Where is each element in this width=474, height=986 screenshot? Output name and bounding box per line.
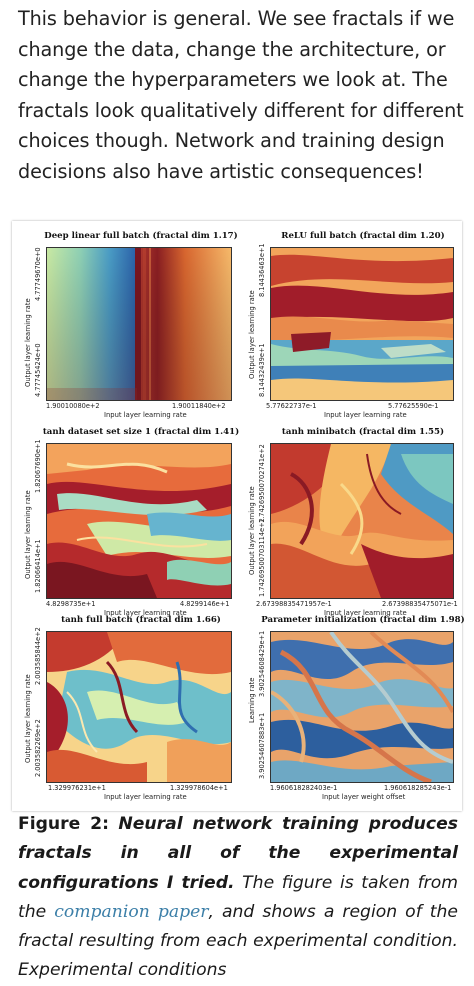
fractal-image xyxy=(270,443,454,599)
fractal-image xyxy=(46,443,232,599)
fractal-image xyxy=(270,631,454,783)
companion-paper-link[interactable]: companion paper xyxy=(54,901,209,922)
y-tick-bottom: 3.90254607883e+1 xyxy=(258,712,266,779)
figure-caption: Figure 2: Neural network training produc… xyxy=(18,810,458,986)
x-tick-left: 1.960618282403e-1 xyxy=(270,784,338,792)
y-axis-label: Output layer learning rate xyxy=(24,490,32,579)
x-axis-label: Input layer learning rate xyxy=(324,411,407,419)
figure-2: Deep linear full batch (fractal dim 1.17… xyxy=(12,221,465,811)
x-tick-left: 5.77622737e-1 xyxy=(266,402,317,410)
x-axis-label: Input layer learning rate xyxy=(104,609,187,617)
x-axis-label: Input layer weight offset xyxy=(322,793,406,801)
y-tick-bottom: 2.003582269e+2 xyxy=(34,719,42,777)
x-axis-label: Input layer learning rate xyxy=(104,793,187,801)
y-axis-label: Learning rate xyxy=(248,677,256,723)
y-tick-top: 1.82067690e+1 xyxy=(34,439,42,493)
y-axis-label: Output layer learning rate xyxy=(248,290,256,379)
x-tick-left: 2.67398835471957e-1 xyxy=(256,600,332,608)
y-axis-label: Output layer learning rate xyxy=(248,486,256,575)
y-tick-top: 2.003585844e+2 xyxy=(34,627,42,685)
x-tick-right: 1.90011840e+2 xyxy=(172,402,226,410)
x-tick-right: 1.329978604e+1 xyxy=(170,784,228,792)
y-tick-top: 3.90254608429e+1 xyxy=(258,630,266,697)
panel-title: tanh dataset set size 1 (fractal dim 1.4… xyxy=(42,427,240,437)
fractal-image xyxy=(46,247,232,401)
panel-title: tanh full batch (fractal dim 1.66) xyxy=(61,615,221,625)
panel-deep-linear: Deep linear full batch (fractal dim 1.17… xyxy=(22,229,238,425)
x-axis-label: Input layer learning rate xyxy=(104,411,187,419)
y-tick-top: 4.77749670e+0 xyxy=(34,247,42,301)
x-axis-label: Input layer learning rate xyxy=(324,609,407,617)
intro-paragraph: This behavior is general. We see fractal… xyxy=(18,7,464,183)
x-tick-left: 1.90010080e+2 xyxy=(46,402,100,410)
y-axis-label: Output layer learning rate xyxy=(24,674,32,763)
x-tick-left: 4.8298735e+1 xyxy=(46,600,96,608)
panel-parameter-initialization: Parameter initialization (fractal dim 1.… xyxy=(244,613,465,809)
panel-title: Deep linear full batch (fractal dim 1.17… xyxy=(44,231,238,241)
y-tick-bottom: 8.14432439e+1 xyxy=(258,343,266,397)
x-tick-right: 2.67398835475071e-1 xyxy=(382,600,458,608)
caption-bold-italic: Neural network training produces fractal… xyxy=(18,814,458,893)
x-tick-right: 4.8299146e+1 xyxy=(180,600,230,608)
y-tick-bottom: 1.74269500703114e+2 xyxy=(258,518,266,597)
fractal-image xyxy=(46,631,232,783)
x-tick-right: 5.77625590e-1 xyxy=(388,402,439,410)
panel-title: ReLU full batch (fractal dim 1.20) xyxy=(281,231,445,241)
panel-relu: ReLU full batch (fractal dim 1.20) 8.144… xyxy=(244,229,454,425)
y-tick-bottom: 1.82066414e+1 xyxy=(34,539,42,593)
caption-label: Figure 2: xyxy=(18,814,110,834)
y-tick-top: 1.74269500702741e+2 xyxy=(258,444,266,523)
panel-tanh-full-batch: tanh full batch (fractal dim 1.66) 2.003… xyxy=(22,613,232,809)
panel-title: tanh minibatch (fractal dim 1.55) xyxy=(281,427,445,437)
y-tick-bottom: 4.77745424e+0 xyxy=(34,343,42,397)
panel-title: Parameter initialization (fractal dim 1.… xyxy=(261,615,465,625)
panel-tanh-dataset-size-1: tanh dataset set size 1 (fractal dim 1.4… xyxy=(22,425,239,621)
caption-text-1: The figure is taken from the xyxy=(18,872,458,922)
y-tick-top: 8.14436463e+1 xyxy=(258,243,266,297)
panel-tanh-minibatch: tanh minibatch (fractal dim 1.55) 1.7426… xyxy=(244,425,458,621)
fractal-image xyxy=(270,247,454,401)
x-tick-left: 1.329976231e+1 xyxy=(48,784,106,792)
y-axis-label: Output layer learning rate xyxy=(24,298,32,387)
x-tick-right: 1.960618285243e-1 xyxy=(384,784,452,792)
